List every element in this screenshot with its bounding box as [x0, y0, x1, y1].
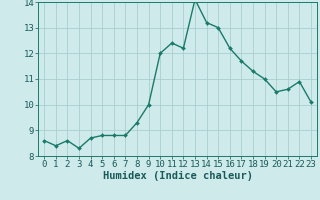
X-axis label: Humidex (Indice chaleur): Humidex (Indice chaleur) [103, 171, 252, 181]
